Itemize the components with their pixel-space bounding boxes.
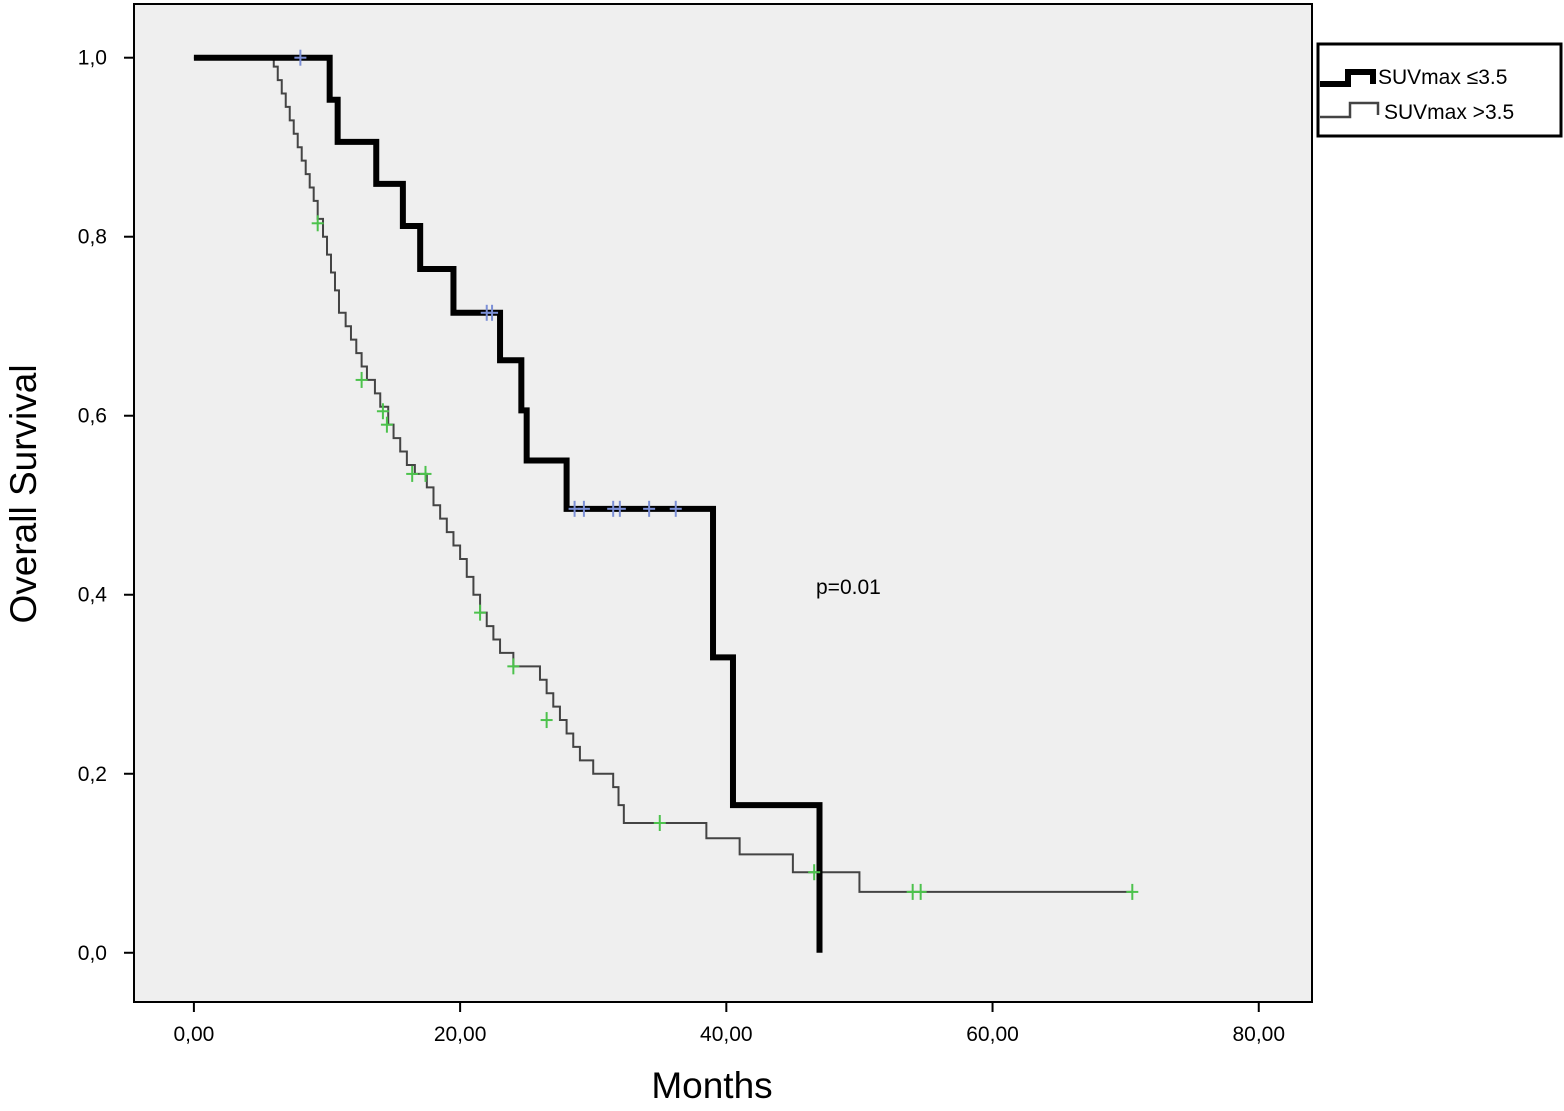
y-tick-label: 0,4 (78, 584, 108, 607)
censor-mark-suv-low (669, 500, 682, 517)
x-tick-label: 80,00 (1232, 1023, 1285, 1046)
p-value-annotation: p=0.01 (816, 576, 881, 599)
x-tick-label: 60,00 (966, 1023, 1019, 1046)
censor-mark-suv-high (376, 403, 389, 420)
y-axis-title: Overall Survival (3, 364, 44, 623)
legend-swatch-low (1320, 69, 1376, 87)
legend-label-high: SUVmax >3.5 (1384, 101, 1514, 124)
survival-curve-suv-low (193, 54, 823, 953)
censor-mark-suv-low (643, 500, 656, 517)
x-axis-title: Months (651, 1065, 772, 1106)
censor-mark-suv-high (507, 658, 520, 675)
series-layer (193, 54, 1133, 953)
censor-mark-suv-high (474, 604, 487, 621)
censor-mark-suv-high (380, 416, 393, 433)
censor-mark-suv-low (613, 500, 626, 517)
plot-background (133, 3, 1313, 1003)
survival-curve-suv-high (193, 56, 1133, 893)
x-tick-label: 0,00 (173, 1023, 214, 1046)
censor-mark-suv-high (1126, 883, 1139, 900)
censor-mark-suv-low (486, 304, 499, 321)
y-tick-label: 0,2 (78, 763, 107, 786)
censor-mark-suv-high (311, 215, 324, 232)
censor-mark-suv-high (406, 465, 419, 482)
censor-mark-suv-high (355, 371, 368, 388)
censor-mark-suv-high (808, 864, 821, 881)
x-tick-label: 20,00 (434, 1023, 487, 1046)
y-tick-label: 0,0 (78, 942, 107, 965)
censor-mark-suv-high (653, 814, 666, 831)
y-tick-label: 1,0 (78, 47, 107, 70)
legend-swatch-high (1320, 101, 1380, 119)
y-tick-label: 0,6 (78, 405, 107, 428)
legend-box (1316, 42, 1563, 138)
y-axis: 0,0 0,2 0,4 0,6 0,8 1,0 (78, 47, 134, 965)
censor-layer (294, 49, 1139, 900)
censor-mark-suv-high (914, 883, 927, 900)
censor-mark-suv-low (294, 49, 307, 66)
y-tick-label: 0,8 (78, 226, 107, 249)
legend-label-low: SUVmax ≤3.5 (1378, 66, 1507, 89)
censor-mark-suv-low (577, 500, 590, 517)
x-axis: 0,00 20,00 40,00 60,00 80,00 (173, 1002, 1285, 1046)
censor-mark-suv-high (419, 465, 432, 482)
x-tick-label: 40,00 (700, 1023, 753, 1046)
legend: SUVmax ≤3.5 SUVmax >3.5 (1316, 42, 1563, 138)
censor-mark-suv-high (540, 712, 553, 729)
